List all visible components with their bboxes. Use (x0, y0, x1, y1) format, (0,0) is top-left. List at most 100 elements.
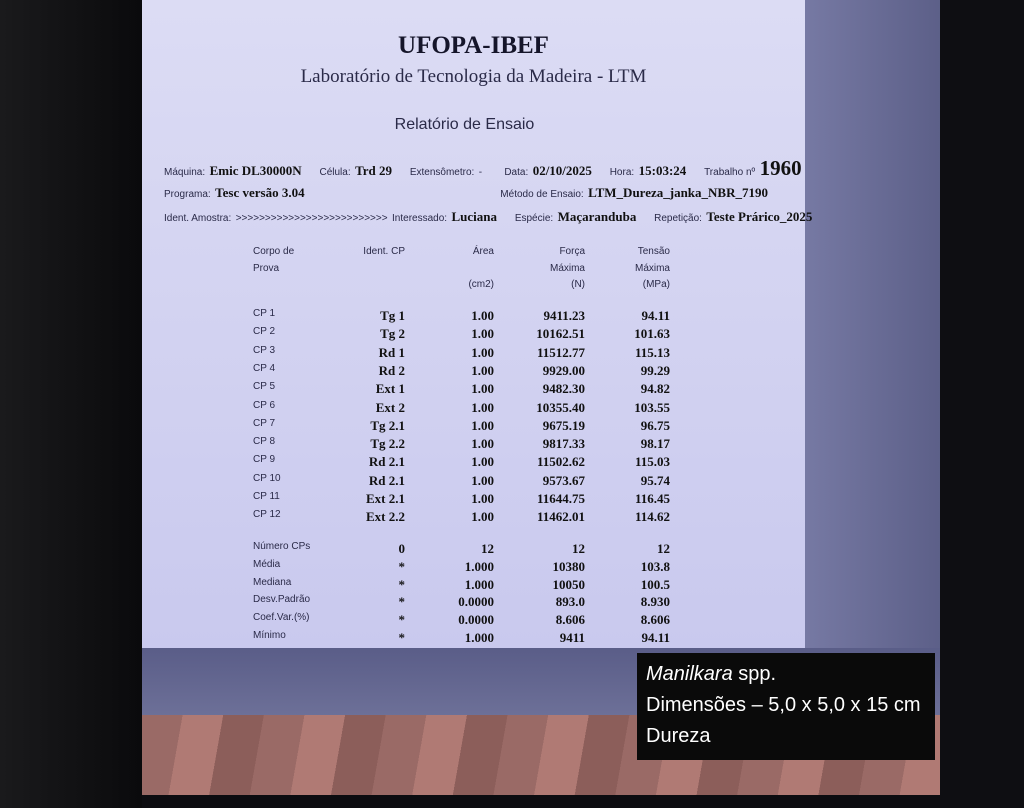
table-cell: 1.00 (471, 454, 494, 470)
species-value: Maçaranduba (557, 209, 637, 224)
stat-cell: * (398, 576, 406, 592)
table-cell: 1.00 (471, 326, 494, 342)
stat-cell: 1.000 (464, 576, 494, 592)
stat-label: Número CPs (253, 541, 311, 552)
stat-cell: 8.930 (640, 594, 670, 610)
dark-right-edge (940, 0, 1024, 808)
stat-cell: 94.11 (641, 630, 670, 645)
stat-cell: 10380 (552, 558, 586, 574)
stat-cell: 0.0000 (458, 594, 494, 610)
meta-line-2: Programa: Tesc versão 3.04 (164, 184, 305, 202)
row-label: CP 7 (253, 417, 276, 429)
caption-box: Manilkara spp. Dimensões – 5,0 x 5,0 x 1… (637, 653, 935, 760)
table-cell: 116.45 (634, 491, 670, 506)
table-cell: Tg 2.2 (370, 436, 405, 452)
table-cell: 103.55 (634, 399, 670, 415)
table-cell: Ext 2.2 (366, 509, 405, 525)
table-cell: 95.74 (640, 472, 670, 488)
table-cell: Rd 2 (378, 362, 405, 378)
meta-line-3: Ident. Amostra: >>>>>>>>>>>>>>>>>>>>>>>>… (164, 208, 812, 226)
table-cell: 9929.00 (542, 362, 585, 378)
stat-label: Média (253, 558, 281, 570)
table-cell: 1.00 (471, 491, 494, 506)
table-cell: 1.00 (471, 417, 494, 433)
spp: spp. (732, 663, 777, 685)
table-cell: Rd 1 (378, 344, 405, 360)
table-cell: 11644.75 (536, 491, 585, 506)
table-cell: 11462.01 (536, 509, 585, 525)
stat-cell: 0.0000 (458, 612, 494, 628)
row-label: CP 12 (253, 509, 281, 521)
row-label: CP 4 (253, 362, 276, 374)
org-title: UFOPA-IBEF (398, 32, 549, 59)
requester-value: Luciana (451, 209, 498, 224)
table-cell: 11502.62 (536, 454, 585, 470)
label: Espécie: (514, 213, 554, 224)
stat-label: Mediana (253, 576, 292, 588)
stat-label: Desv.Padrão (253, 594, 311, 606)
table-cell: 94.82 (640, 381, 670, 397)
table-cell: 115.13 (634, 344, 670, 360)
label: Repetição: (654, 213, 702, 224)
table-cell: Ext 2 (375, 399, 405, 415)
stat-cell: * (398, 612, 406, 628)
stat-cell: * (398, 594, 406, 610)
stat-cell: 8.606 (640, 612, 670, 628)
stat-cell: 103.8 (640, 558, 670, 574)
row-label: CP 2 (253, 326, 276, 338)
column-header: Tensão (637, 246, 670, 257)
table-cell: 9675.19 (542, 417, 585, 433)
stat-cell: 1.000 (464, 558, 494, 574)
table-cell: 1.00 (471, 436, 494, 452)
table-cell: 1.00 (471, 362, 494, 378)
stat-cell: * (398, 558, 406, 574)
extensometro-value: - (478, 167, 483, 178)
column-header: (N) (571, 279, 585, 290)
table-cell: 10162.51 (536, 326, 585, 342)
table-cell: Tg 2.1 (370, 417, 405, 433)
method-value: LTM_Dureza_janka_NBR_7190 (588, 185, 768, 200)
row-label: CP 6 (253, 399, 276, 411)
label: Célula: (319, 167, 351, 178)
column-header: Ident. CP (363, 246, 405, 257)
table-cell: 11512.77 (536, 344, 585, 360)
label: Método de Ensaio: (500, 189, 584, 200)
dark-left-edge (0, 0, 142, 808)
stat-cell: 8.606 (555, 612, 585, 628)
table-cell: Tg 2 (380, 326, 405, 342)
column-header: Força (559, 246, 585, 257)
row-label: CP 1 (253, 308, 276, 319)
table-cell: 1.00 (471, 308, 494, 323)
genus: Manilkara (646, 663, 733, 685)
column-header: (cm2) (468, 279, 494, 290)
stat-label: Mínimo (253, 630, 286, 641)
sample-value: >>>>>>>>>>>>>>>>>>>>>>>>>> (235, 213, 388, 224)
column-header: Máxima (549, 262, 585, 274)
column-header: Prova (253, 262, 280, 274)
table-cell: 1.00 (471, 381, 494, 397)
stat-cell: 9411 (559, 630, 585, 645)
table-cell: 96.75 (640, 417, 670, 433)
row-label: CP 9 (253, 454, 276, 466)
stat-label: Coef.Var.(%) (253, 612, 310, 624)
repetition-value: Teste Prárico_2025 (706, 209, 813, 224)
job-number: 1960 (759, 156, 802, 180)
column-header: Corpo de (253, 246, 295, 257)
table-cell: 9817.33 (542, 436, 585, 452)
row-label: CP 5 (253, 381, 276, 393)
row-label: CP 3 (253, 344, 276, 356)
report-title: Relatório de Ensaio (394, 116, 535, 133)
column-header: Máxima (634, 262, 670, 274)
table-cell: 1.00 (471, 472, 494, 488)
label: Máquina: (164, 167, 206, 178)
table-cell: 1.00 (471, 344, 494, 360)
table-cell: 98.17 (640, 436, 670, 452)
program-value: Tesc versão 3.04 (215, 185, 305, 200)
meta-line-1: Máquina: Emic DL30000N Célula: Trd 29 Ex… (164, 156, 802, 181)
projected-report: UFOPA-IBEF Laboratório de Tecnologia da … (142, 0, 812, 648)
label: Programa: (164, 189, 211, 200)
stat-cell: 10050 (552, 576, 586, 592)
table-cell: 10355.40 (536, 399, 585, 415)
table-cell: 94.11 (641, 308, 670, 323)
stat-cell: 1.000 (464, 630, 494, 645)
